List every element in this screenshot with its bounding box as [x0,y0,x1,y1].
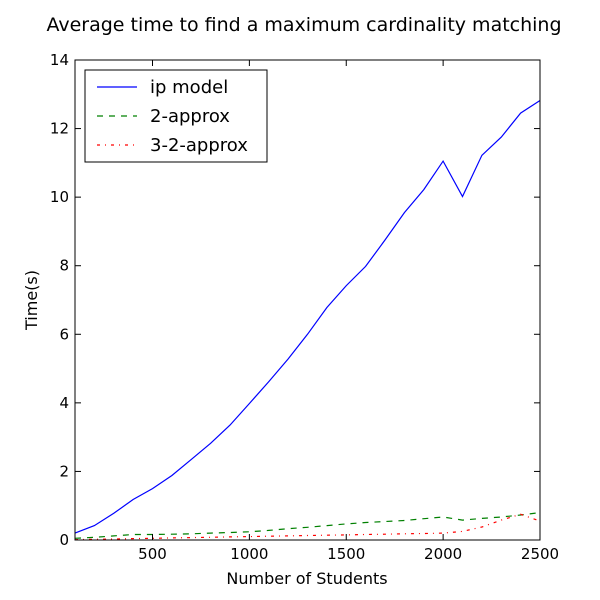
legend-label: 2-approx [150,106,230,127]
series-line-2-approx [74,512,541,539]
axis-ticks: 500 1000 1500 2000 2500 0 2 4 6 8 10 12 14 [50,51,559,563]
chart-title: Average time to find a maximum cardinali… [46,14,561,36]
y-tick-label: 2 [59,462,69,480]
legend-label: 3-2-approx [150,135,248,156]
y-tick-label: 0 [59,531,69,549]
x-tick-label: 1000 [230,545,268,563]
plot-frame [74,59,541,541]
y-tick-label: 14 [50,51,69,69]
series-line-3-2-approx [74,513,541,541]
x-tick-label: 2500 [521,545,559,563]
x-tick-label: 1500 [327,545,365,563]
y-tick-label: 4 [59,394,69,412]
legend-box [84,69,268,163]
y-axis-label: Time(s) [22,270,41,331]
y-tick-label: 12 [50,120,69,138]
plot-area [74,99,541,541]
legend: ip model 2-approx 3-2-approx [84,69,268,163]
y-tick-label: 8 [59,257,69,275]
series-line-ip-model [74,99,541,534]
x-tick-label: 2000 [424,545,462,563]
x-axis-label: Number of Students [226,569,387,588]
y-tick-label: 10 [50,188,69,206]
x-tick-label: 500 [138,545,167,563]
y-tick-label: 6 [59,325,69,343]
legend-label: ip model [150,77,228,98]
